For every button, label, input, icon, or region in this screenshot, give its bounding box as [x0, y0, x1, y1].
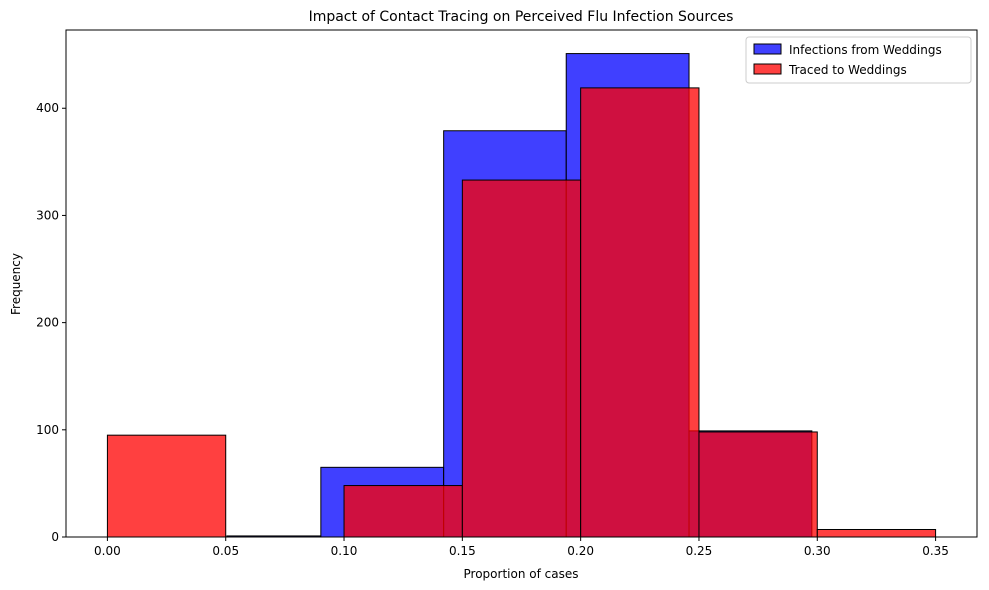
- y-tick-label: 200: [36, 316, 59, 330]
- legend-label: Traced to Weddings: [788, 63, 907, 77]
- x-tick-label: 0.25: [686, 544, 713, 558]
- x-tick-label: 0.10: [331, 544, 358, 558]
- bars-group: [106, 53, 937, 538]
- chart-title: Impact of Contact Tracing on Perceived F…: [309, 9, 734, 25]
- legend: Infections from Weddings Traced to Weddin…: [745, 36, 972, 84]
- x-tick-label: 0.35: [922, 544, 949, 558]
- plot-frame: [65, 29, 978, 538]
- x-axis-label: Proportion of cases: [464, 567, 579, 581]
- x-tick-label: 0.30: [804, 544, 831, 558]
- x-tick-label: 0.00: [94, 544, 121, 558]
- bar-series-1-bin-4: [698, 431, 818, 538]
- legend-swatch: [753, 43, 782, 55]
- x-tick-label: 0.20: [567, 544, 594, 558]
- bar-series-1-bin-3: [580, 87, 700, 538]
- bar-series-1-bin-5: [816, 528, 937, 538]
- bar-series-1-bin-2: [461, 179, 582, 538]
- x-axis: 0.00 0.05 0.10 0.15 0.20 0.25 0.30 0.35: [94, 537, 949, 558]
- y-tick-label: 100: [36, 423, 59, 437]
- legend-swatch: [753, 63, 782, 75]
- y-axis-label: Frequency: [9, 253, 23, 315]
- x-tick-label: 0.15: [449, 544, 476, 558]
- y-tick-label: 300: [36, 208, 59, 222]
- legend-label: Infections from Weddings: [789, 43, 942, 57]
- legend-box: [745, 36, 972, 84]
- bar-series-1-bin-0: [106, 434, 227, 538]
- bar-series-1-bin-1: [343, 485, 463, 538]
- y-tick-label: 400: [36, 101, 59, 115]
- x-tick-label: 0.05: [212, 544, 239, 558]
- y-axis: 0 100 200 300 400: [36, 101, 66, 544]
- y-tick-label: 0: [51, 530, 59, 544]
